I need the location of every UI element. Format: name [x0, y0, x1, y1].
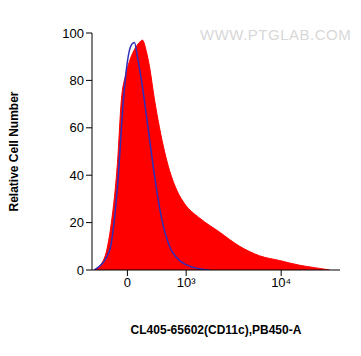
svg-text:Relative Cell Number: Relative Cell Number	[8, 91, 21, 211]
svg-text:100: 100	[62, 26, 84, 41]
html-text:WWW.PTGLAB.COM: WWW.PTGLAB.COM	[200, 26, 352, 43]
svg-text:40: 40	[70, 168, 84, 183]
svg-text:CL405-65602(CD11c),PB450-A: CL405-65602(CD11c),PB450-A	[131, 323, 302, 337]
svg-text:0: 0	[77, 263, 84, 278]
svg-text:0: 0	[124, 275, 131, 290]
svg-text:80: 80	[70, 73, 84, 88]
svg-text:10⁴: 10⁴	[271, 275, 291, 290]
svg-text:20: 20	[70, 215, 84, 230]
svg-text:10³: 10³	[177, 275, 196, 290]
svg-text:60: 60	[70, 120, 84, 135]
